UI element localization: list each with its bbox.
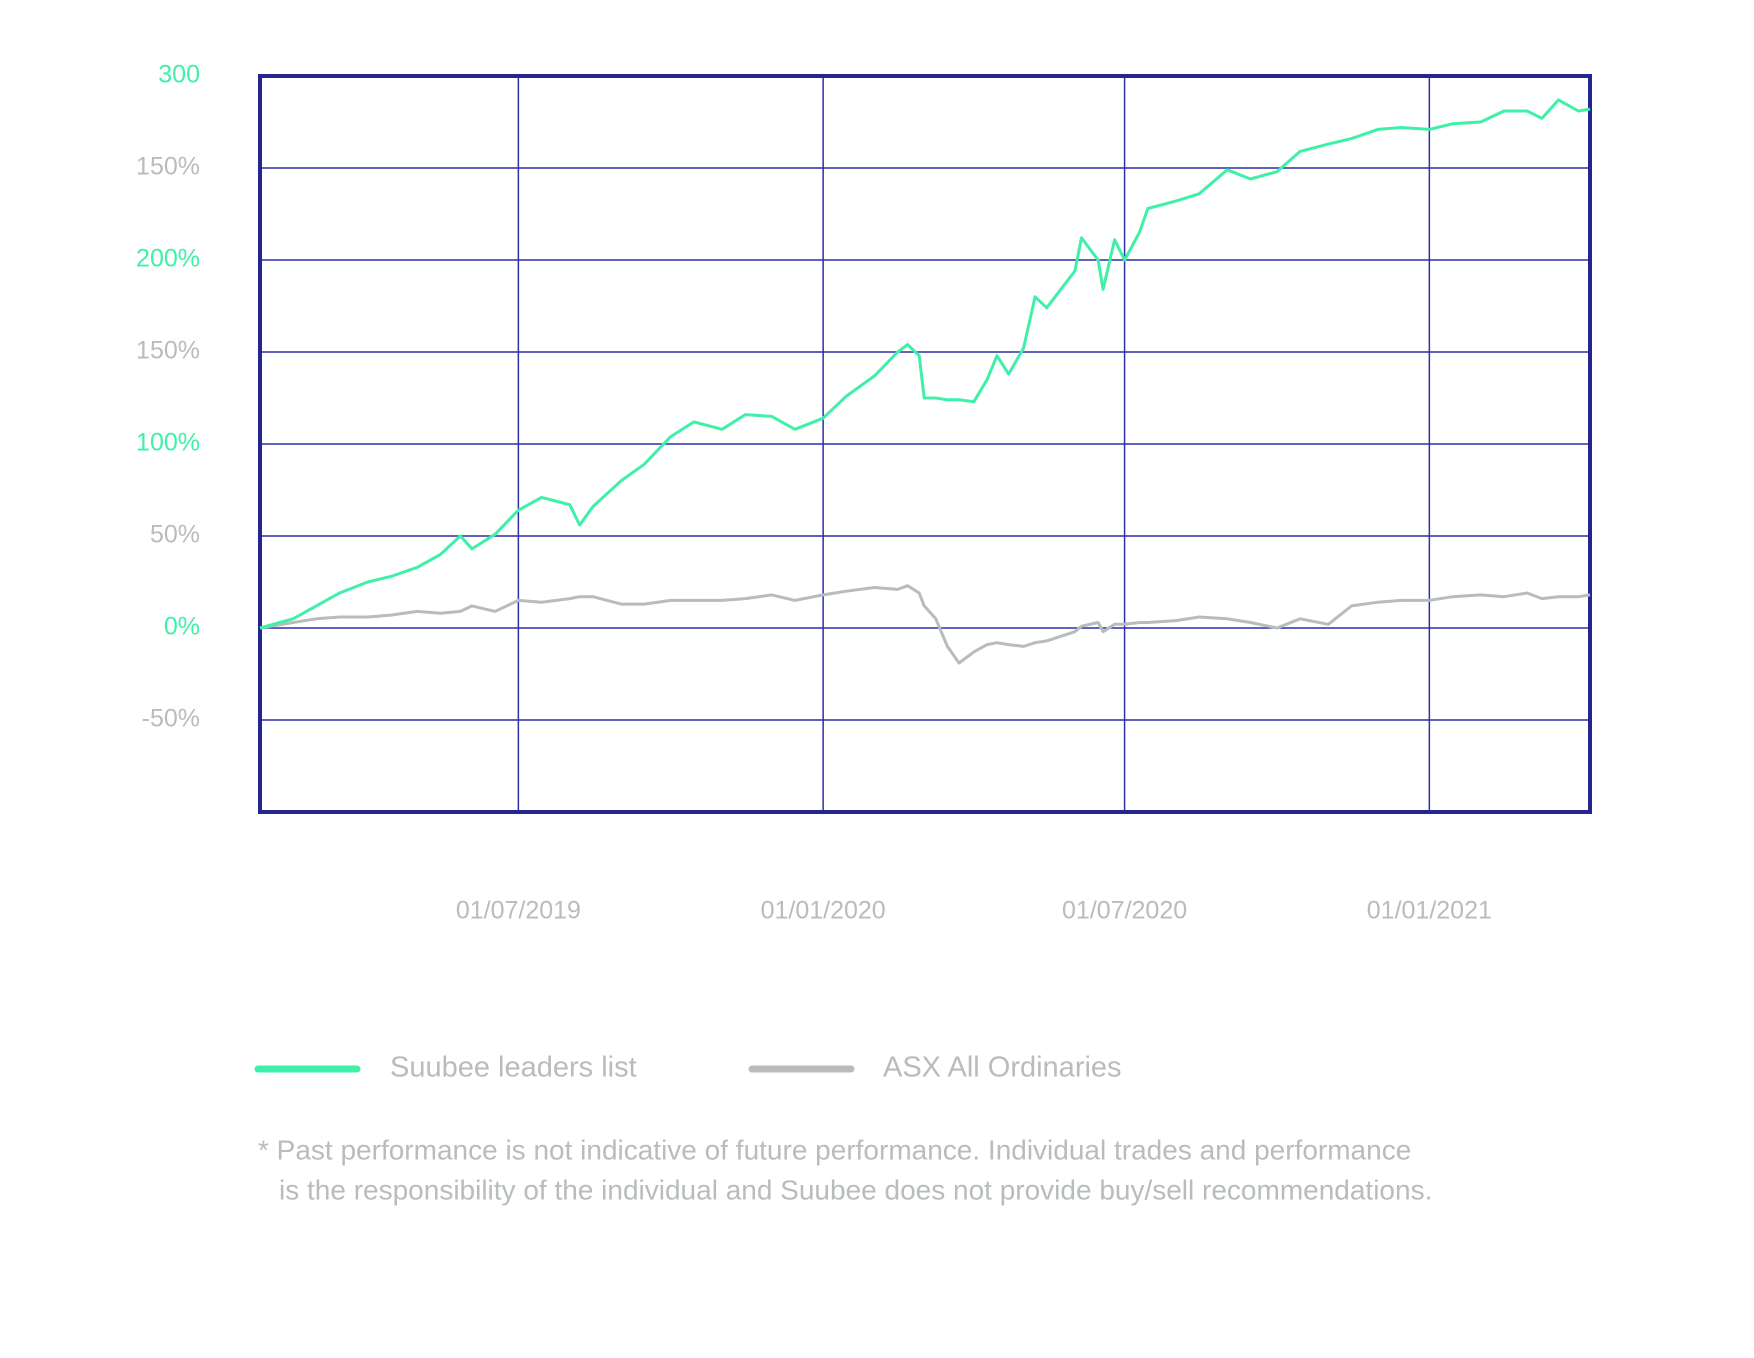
y-tick-label: 300: [158, 61, 200, 89]
y-tick-label: 150%: [136, 337, 200, 365]
y-tick-label: 0%: [164, 613, 200, 641]
footnote: is the responsibility of the individual …: [279, 1174, 1432, 1205]
x-tick-label: 01/07/2020: [1062, 897, 1187, 925]
y-tick-label: 50%: [150, 521, 200, 549]
footnote: * Past performance is not indicative of …: [258, 1134, 1411, 1165]
x-tick-label: 01/01/2020: [761, 897, 886, 925]
x-tick-label: 01/01/2021: [1367, 897, 1492, 925]
y-tick-label: 200%: [136, 245, 200, 273]
x-tick-label: 01/07/2019: [456, 897, 581, 925]
legend-label: ASX All Ordinaries: [883, 1052, 1122, 1084]
series-line: [259, 98, 1591, 630]
y-tick-label: -50%: [142, 705, 200, 733]
y-tick-label: 100%: [136, 429, 200, 457]
plot-border: [258, 74, 1592, 814]
y-tick-label: 150%: [136, 153, 200, 181]
series-line: [259, 584, 1591, 665]
legend-label: Suubee leaders list: [390, 1052, 637, 1084]
